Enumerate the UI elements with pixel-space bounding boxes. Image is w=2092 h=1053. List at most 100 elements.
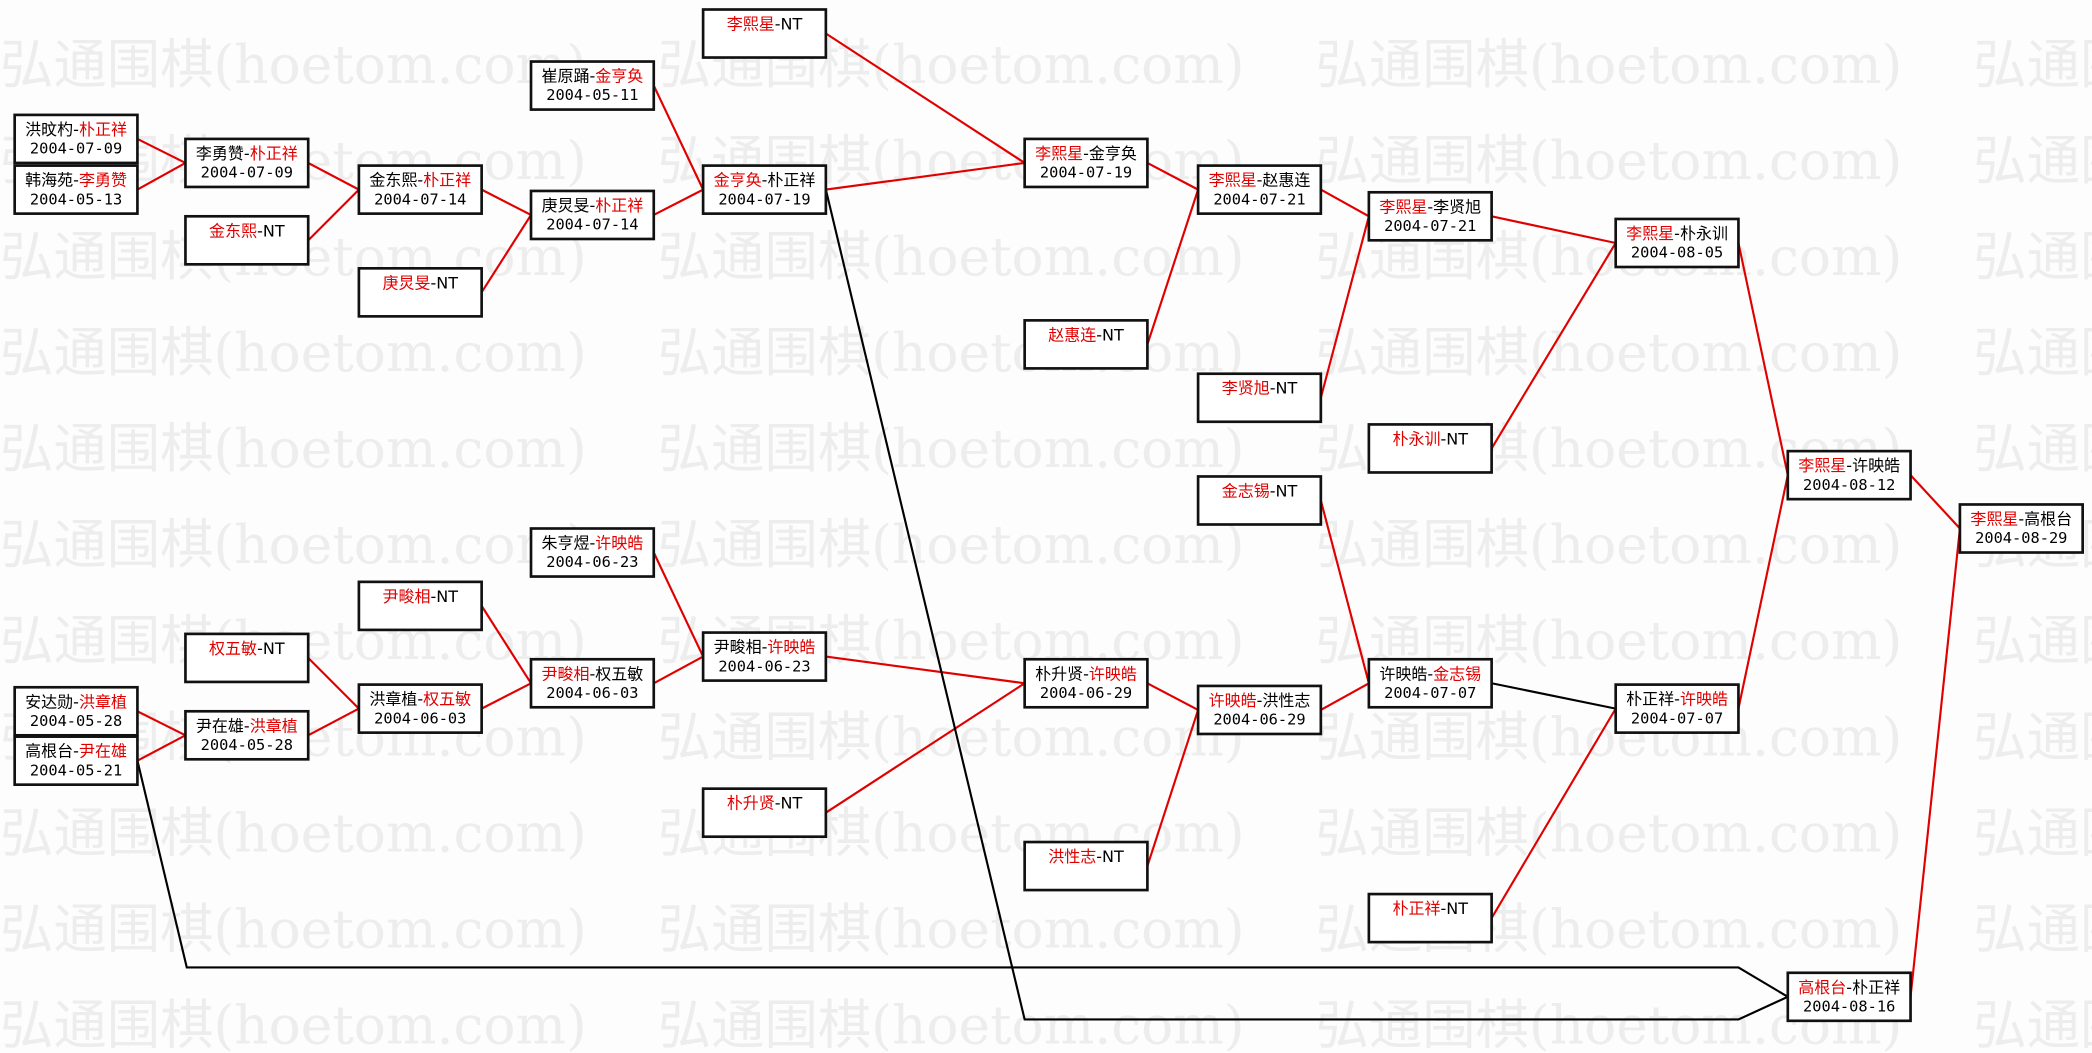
match-players: 李熙星-NT (727, 15, 803, 34)
match-box[interactable]: 庚炅旻-NT (357, 267, 483, 318)
player-2: 赵惠连 (1262, 171, 1310, 190)
watermark-text: 弘通围棋(hoetom.com) (1316, 321, 1903, 384)
match-box-border (529, 527, 656, 578)
separator: - (244, 144, 250, 163)
match-box-border (1023, 657, 1149, 709)
player-2: 权五敏 (423, 690, 471, 709)
bracket-lines (136, 32, 1961, 1021)
watermark-text: 弘通围棋(hoetom.com) (1316, 513, 1903, 576)
match-box[interactable]: 金志锡-NT (1196, 475, 1323, 526)
match-date: 2004-05-11 (546, 86, 638, 104)
player-2: NT (1446, 429, 1468, 448)
watermark-text: 弘通围棋(hoetom.com) (1973, 993, 2092, 1053)
match-date: 2004-07-09 (30, 140, 122, 158)
match-box-border (357, 267, 483, 318)
player-1: 庚炅旻 (382, 273, 430, 292)
match-box[interactable]: 李贤旭-NT (1196, 372, 1323, 424)
match-date: 2004-07-21 (1213, 190, 1305, 208)
match-date: 2004-06-23 (546, 553, 638, 571)
match-box[interactable]: 朴升贤-NT (701, 787, 828, 839)
match-box[interactable]: 朴正祥-NT (1367, 892, 1493, 944)
advance-line-C2-D2 (480, 214, 532, 293)
player-1: 许映皓 (1379, 664, 1427, 683)
match-box[interactable]: 权五敏-NT (184, 632, 310, 684)
match-players: 尹畯相-权五敏 (541, 664, 643, 683)
match-box[interactable]: 赵惠连-NT (1023, 319, 1149, 370)
separator: - (589, 664, 595, 683)
player-1: 李熙星 (727, 15, 775, 34)
player-2: 李贤旭 (1433, 197, 1481, 216)
separator: - (1427, 664, 1433, 683)
match-players: 李贤旭-NT (1222, 379, 1298, 398)
match-box[interactable]: 尹畯相-NT (357, 580, 483, 632)
match-box-border (1196, 684, 1323, 736)
loser-line-A4-J2 (136, 760, 1789, 998)
match-players: 金亨奂-朴正祥 (714, 171, 816, 190)
separator: - (1427, 197, 1433, 216)
advance-line-B4-C4 (307, 707, 360, 737)
separator: - (1083, 664, 1089, 683)
separator: - (589, 196, 595, 215)
match-box-border (13, 113, 139, 165)
match-date: 2004-08-29 (1975, 529, 2067, 547)
match-box[interactable]: 李熙星-NT (701, 8, 828, 59)
separator: - (1674, 224, 1680, 243)
watermark-text: 弘通围棋(hoetom.com) (0, 321, 587, 384)
player-2: 朴正祥 (423, 171, 471, 190)
match-players: 高根台-尹在雄 (25, 742, 127, 761)
player-2: 朴正祥 (79, 120, 127, 139)
match-box-border (1196, 475, 1323, 526)
advance-line-E2-F1 (825, 161, 1025, 191)
player-2: 权五敏 (595, 664, 643, 683)
match-players: 尹畯相-NT (382, 587, 458, 606)
match-box[interactable]: 洪性志-NT (1023, 840, 1149, 892)
watermark-text: 弘通围棋(hoetom.com) (1316, 705, 1903, 768)
match-box[interactable]: 金东熙-NT (184, 214, 310, 266)
player-1: 高根台 (25, 742, 73, 761)
advance-line-J2-K1 (1909, 528, 1961, 997)
player-1: 尹畯相 (382, 587, 430, 606)
player-2: NT (1446, 899, 1468, 918)
match-box[interactable]: 朴永训-NT (1367, 423, 1493, 474)
match-players: 尹在雄-洪章植 (196, 716, 298, 735)
advance-line-B1-C1 (307, 161, 360, 191)
separator: - (1096, 847, 1102, 866)
player-2: 李勇赞 (79, 171, 127, 190)
match-players: 李熙星-李贤旭 (1379, 197, 1481, 216)
match-players: 李熙星-朴永训 (1626, 224, 1728, 243)
player-2: NT (263, 639, 285, 658)
separator: - (417, 690, 423, 709)
advance-line-C4-D4 (481, 682, 532, 710)
advance-line-H2-I1 (1490, 242, 1617, 450)
player-1: 许映皓 (1209, 691, 1257, 710)
watermark-text: 弘通围棋(hoetom.com) (1973, 609, 2092, 672)
match-box-border (357, 164, 483, 215)
